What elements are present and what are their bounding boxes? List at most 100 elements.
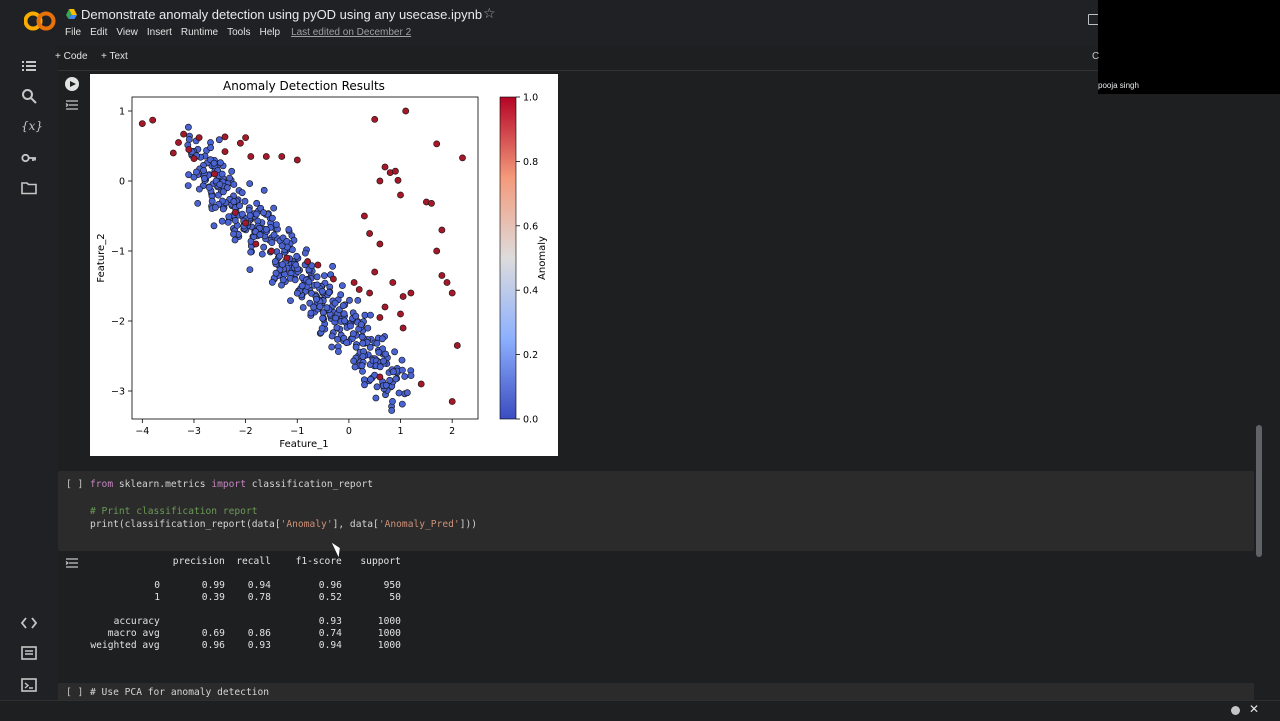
anomaly-point	[371, 116, 379, 123]
anomaly-point	[293, 156, 301, 164]
x-tick-label: −4	[135, 426, 149, 437]
anomaly-point	[355, 286, 363, 293]
anomaly-point	[211, 170, 218, 178]
anomaly-point	[304, 258, 311, 265]
report-row-label: macro avg	[107, 628, 160, 639]
normal-point	[278, 242, 286, 250]
last-edited-link[interactable]: Last edited on December 2	[291, 27, 412, 38]
terminal-icon[interactable]	[21, 677, 37, 693]
close-icon[interactable]: ✕	[1249, 702, 1260, 716]
normal-point	[299, 304, 307, 311]
anomaly-point	[376, 177, 384, 185]
code-line[interactable]: from sklearn.metrics import classificati…	[90, 479, 374, 490]
output-actions-icon[interactable]	[65, 100, 79, 110]
cell-execution-bracket[interactable]: [ ]	[66, 479, 84, 490]
normal-point	[310, 303, 317, 311]
normal-point	[328, 343, 336, 351]
normal-point	[226, 174, 233, 182]
normal-point	[380, 357, 387, 365]
anomaly-point	[394, 176, 402, 184]
anomaly-point	[247, 153, 255, 160]
colab-logo-icon[interactable]	[24, 10, 56, 32]
anomaly-plot: Anomaly Detection Results −4 −3 −2 −1 0 1 2 1 0…	[90, 74, 558, 456]
anomaly-point	[267, 247, 275, 255]
run-cell-button[interactable]	[65, 77, 79, 91]
report-row-label: weighted avg	[90, 640, 160, 651]
normal-point	[395, 389, 403, 397]
scatter-chart: Anomaly Detection Results −4 −3 −2 −1 0 1 2 1 0…	[96, 79, 548, 450]
normal-point	[291, 276, 299, 284]
normal-point	[372, 394, 380, 402]
normal-point	[230, 198, 238, 206]
normal-point	[318, 287, 326, 295]
normal-point	[334, 348, 342, 355]
y-tick-label: 1	[119, 107, 125, 118]
normal-point	[391, 348, 398, 356]
normal-point	[312, 295, 320, 303]
normal-point	[258, 250, 266, 258]
key-icon[interactable]	[21, 150, 37, 166]
add-text-button[interactable]: + Text	[101, 51, 128, 62]
normal-point	[307, 309, 315, 317]
normal-point	[285, 226, 293, 233]
normal-point	[200, 167, 207, 174]
normal-point	[403, 389, 411, 397]
code-cell-pca[interactable]: [ ] # Use PCA for anomaly detection	[58, 683, 1254, 700]
vertical-scrollbar[interactable]	[1256, 425, 1262, 557]
normal-point	[270, 231, 278, 239]
normal-point	[253, 199, 261, 207]
normal-point	[262, 225, 270, 233]
menu-view[interactable]: View	[116, 27, 138, 38]
connect-button[interactable]: C	[1092, 51, 1100, 62]
menu-file[interactable]: File	[65, 27, 82, 38]
normal-point	[382, 350, 389, 358]
search-icon[interactable]	[21, 88, 37, 104]
anomaly-point	[376, 314, 384, 321]
normal-point	[386, 376, 394, 384]
code-line[interactable]: # Print classification report	[90, 505, 258, 517]
normal-point	[216, 159, 224, 167]
normal-point	[338, 282, 346, 289]
normal-point	[223, 184, 231, 192]
add-code-button[interactable]: + Code	[55, 51, 88, 62]
output-actions-icon[interactable]	[65, 558, 79, 568]
status-bar: ✕	[0, 700, 1280, 721]
anomaly-point	[169, 149, 177, 157]
normal-point	[389, 397, 396, 405]
normal-point	[184, 182, 192, 189]
participant-name: pooja singh	[1098, 81, 1139, 90]
menu-insert[interactable]: Insert	[146, 27, 172, 38]
right-panel	[1098, 94, 1280, 700]
code-line[interactable]: # Use PCA for anomaly detection	[90, 687, 270, 698]
notebook-title[interactable]: Demonstrate anomaly detection using pyOD…	[81, 7, 483, 22]
code-cell[interactable]: [ ] from sklearn.metrics import classifi…	[58, 471, 1254, 551]
x-axis-label: Feature_1	[279, 439, 328, 450]
normal-point	[219, 205, 227, 213]
menu-help[interactable]: Help	[259, 27, 281, 38]
folder-icon[interactable]	[21, 180, 37, 196]
normal-point	[323, 304, 331, 312]
normal-point	[212, 204, 219, 211]
normal-point	[268, 239, 276, 246]
menu-tools[interactable]: Tools	[227, 27, 251, 38]
star-icon[interactable]: ☆	[483, 5, 496, 21]
command-palette-icon[interactable]	[21, 645, 37, 661]
normal-point	[307, 289, 315, 297]
table-of-contents-icon[interactable]	[21, 58, 37, 74]
code-snippets-icon[interactable]	[21, 615, 37, 631]
menu-edit[interactable]: Edit	[90, 27, 108, 38]
normal-point	[218, 217, 226, 225]
anomaly-point	[397, 310, 404, 318]
code-line[interactable]: print(classification_report(data['Anomal…	[90, 518, 478, 530]
drive-icon[interactable]	[66, 9, 77, 19]
variables-icon[interactable]: {x}	[21, 119, 44, 133]
y-tick-label: −1	[111, 247, 125, 258]
anomaly-point	[252, 240, 260, 248]
normal-point	[388, 407, 396, 414]
menu-runtime[interactable]: Runtime	[180, 27, 219, 38]
normal-point	[392, 375, 400, 383]
normal-point	[367, 375, 374, 383]
normal-point	[256, 231, 264, 239]
cell-execution-bracket[interactable]: [ ]	[66, 687, 84, 698]
normal-point	[210, 159, 218, 167]
